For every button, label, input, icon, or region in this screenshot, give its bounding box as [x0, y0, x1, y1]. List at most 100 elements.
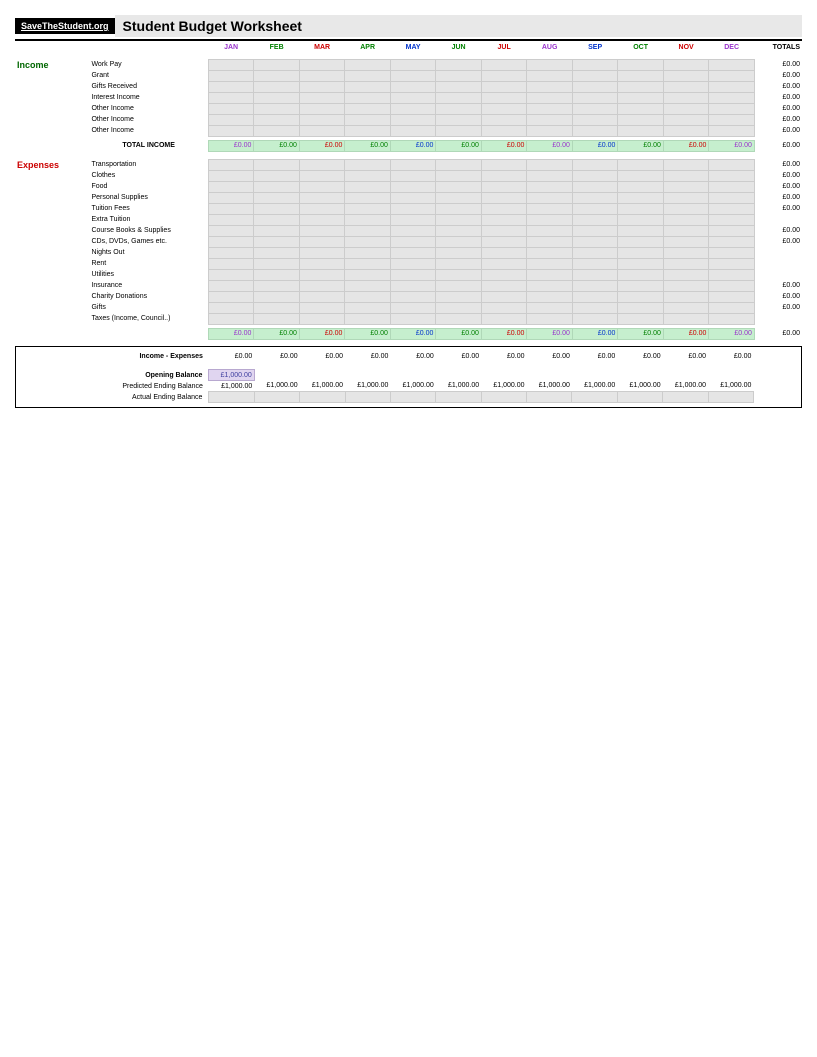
- input-cell[interactable]: [527, 313, 573, 324]
- input-cell[interactable]: [436, 225, 482, 236]
- summary-cell[interactable]: [436, 392, 481, 403]
- input-cell[interactable]: [527, 81, 573, 92]
- summary-cell[interactable]: [572, 392, 617, 403]
- input-cell[interactable]: [663, 59, 709, 70]
- input-cell[interactable]: [527, 114, 573, 125]
- input-cell[interactable]: [709, 214, 755, 225]
- input-cell[interactable]: [345, 81, 391, 92]
- input-cell[interactable]: [709, 203, 755, 214]
- input-cell[interactable]: [208, 203, 254, 214]
- input-cell[interactable]: [709, 225, 755, 236]
- input-cell[interactable]: [254, 59, 300, 70]
- input-cell[interactable]: [663, 269, 709, 280]
- input-cell[interactable]: [436, 92, 482, 103]
- input-cell[interactable]: [345, 225, 391, 236]
- input-cell[interactable]: [618, 125, 664, 136]
- input-cell[interactable]: [481, 236, 527, 247]
- input-cell[interactable]: [254, 181, 300, 192]
- input-cell[interactable]: [390, 313, 436, 324]
- input-cell[interactable]: [481, 280, 527, 291]
- input-cell[interactable]: [618, 313, 664, 324]
- input-cell[interactable]: [618, 170, 664, 181]
- input-cell[interactable]: [527, 59, 573, 70]
- input-cell[interactable]: [572, 225, 618, 236]
- input-cell[interactable]: [709, 269, 755, 280]
- input-cell[interactable]: [299, 247, 345, 258]
- input-cell[interactable]: [390, 236, 436, 247]
- input-cell[interactable]: [390, 181, 436, 192]
- input-cell[interactable]: [390, 269, 436, 280]
- input-cell[interactable]: [436, 302, 482, 313]
- input-cell[interactable]: [345, 280, 391, 291]
- input-cell[interactable]: [208, 114, 254, 125]
- input-cell[interactable]: [299, 236, 345, 247]
- input-cell[interactable]: [436, 192, 482, 203]
- input-cell[interactable]: [481, 81, 527, 92]
- input-cell[interactable]: [572, 170, 618, 181]
- input-cell[interactable]: [481, 192, 527, 203]
- input-cell[interactable]: [618, 203, 664, 214]
- input-cell[interactable]: [436, 247, 482, 258]
- input-cell[interactable]: [299, 170, 345, 181]
- summary-cell[interactable]: [390, 392, 435, 403]
- summary-cell[interactable]: [345, 392, 390, 403]
- summary-cell[interactable]: [527, 392, 572, 403]
- input-cell[interactable]: [709, 181, 755, 192]
- input-cell[interactable]: [481, 214, 527, 225]
- input-cell[interactable]: [709, 59, 755, 70]
- input-cell[interactable]: [572, 258, 618, 269]
- input-cell[interactable]: [254, 70, 300, 81]
- input-cell[interactable]: [663, 159, 709, 170]
- input-cell[interactable]: [709, 302, 755, 313]
- input-cell[interactable]: [572, 114, 618, 125]
- input-cell[interactable]: [208, 280, 254, 291]
- input-cell[interactable]: [345, 258, 391, 269]
- input-cell[interactable]: [481, 181, 527, 192]
- input-cell[interactable]: [618, 70, 664, 81]
- input-cell[interactable]: [254, 114, 300, 125]
- input-cell[interactable]: [208, 291, 254, 302]
- input-cell[interactable]: [436, 125, 482, 136]
- input-cell[interactable]: [527, 269, 573, 280]
- input-cell[interactable]: [299, 59, 345, 70]
- input-cell[interactable]: [527, 170, 573, 181]
- input-cell[interactable]: [208, 269, 254, 280]
- input-cell[interactable]: [618, 236, 664, 247]
- input-cell[interactable]: [345, 70, 391, 81]
- input-cell[interactable]: [436, 103, 482, 114]
- input-cell[interactable]: [709, 70, 755, 81]
- summary-cell[interactable]: [209, 392, 254, 403]
- input-cell[interactable]: [345, 114, 391, 125]
- input-cell[interactable]: [390, 302, 436, 313]
- input-cell[interactable]: [208, 92, 254, 103]
- input-cell[interactable]: [254, 236, 300, 247]
- input-cell[interactable]: [208, 70, 254, 81]
- input-cell[interactable]: [618, 181, 664, 192]
- input-cell[interactable]: [436, 159, 482, 170]
- input-cell[interactable]: [345, 214, 391, 225]
- input-cell[interactable]: [618, 192, 664, 203]
- input-cell[interactable]: [663, 313, 709, 324]
- input-cell[interactable]: [572, 159, 618, 170]
- summary-cell[interactable]: [708, 392, 753, 403]
- input-cell[interactable]: [390, 114, 436, 125]
- input-cell[interactable]: [390, 159, 436, 170]
- input-cell[interactable]: [572, 291, 618, 302]
- input-cell[interactable]: [345, 181, 391, 192]
- input-cell[interactable]: [663, 258, 709, 269]
- input-cell[interactable]: [345, 125, 391, 136]
- input-cell[interactable]: [709, 247, 755, 258]
- input-cell[interactable]: [345, 291, 391, 302]
- input-cell[interactable]: [345, 247, 391, 258]
- input-cell[interactable]: [390, 92, 436, 103]
- input-cell[interactable]: [254, 302, 300, 313]
- input-cell[interactable]: [618, 159, 664, 170]
- input-cell[interactable]: [481, 59, 527, 70]
- input-cell[interactable]: [390, 203, 436, 214]
- input-cell[interactable]: [254, 192, 300, 203]
- input-cell[interactable]: [572, 92, 618, 103]
- input-cell[interactable]: [709, 92, 755, 103]
- input-cell[interactable]: [208, 214, 254, 225]
- input-cell[interactable]: [663, 280, 709, 291]
- input-cell[interactable]: [390, 103, 436, 114]
